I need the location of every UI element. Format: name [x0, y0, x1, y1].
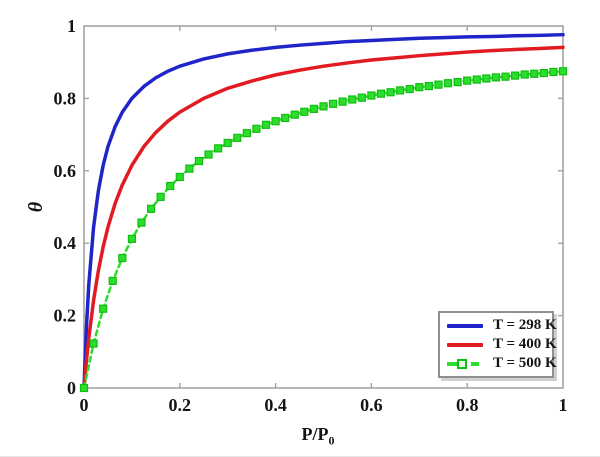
series-marker-square — [386, 88, 395, 97]
y-tick-label: 1 — [67, 16, 76, 36]
legend-label-500k: T = 500 K — [493, 355, 557, 371]
series-marker-square — [252, 124, 261, 133]
red-line-swatch — [447, 342, 483, 347]
series-marker-square — [166, 181, 175, 191]
series-marker-square — [127, 234, 136, 243]
legend-entry-400k: T = 400 K — [447, 335, 557, 354]
green-square-marker-swatch — [457, 358, 467, 369]
series-marker-square — [491, 73, 501, 82]
series-marker-square — [281, 113, 290, 123]
series-marker-square — [233, 133, 242, 142]
legend-sample-solid-red-line — [447, 342, 487, 347]
series-marker-square — [357, 93, 366, 102]
series-marker-square — [194, 156, 204, 166]
series-marker-square — [328, 99, 338, 108]
series-marker-square — [482, 74, 491, 83]
series-marker-square — [271, 117, 280, 126]
series-marker-square — [539, 68, 548, 78]
series-marker-square — [396, 86, 405, 95]
series-marker-square — [261, 120, 271, 129]
series-marker-square — [472, 75, 481, 84]
series-marker-square — [424, 81, 433, 91]
series-marker-square — [89, 339, 98, 348]
y-tick-label: 0.2 — [54, 306, 77, 326]
x-tick-labels: 0 0.2 0.4 0.6 0.8 1 — [80, 395, 568, 415]
series-line-0 — [82, 32, 565, 390]
x-tick-label: 0.2 — [169, 395, 192, 415]
series-marker-square — [108, 276, 117, 285]
y-axis-label: θ — [25, 201, 47, 213]
series-marker-square — [99, 304, 108, 313]
green-dash-swatch — [471, 361, 479, 366]
series-marker-square — [549, 67, 558, 77]
legend-sample-dashed-square-green-line — [447, 358, 487, 369]
series-marker-square — [175, 172, 184, 182]
series-marker-square — [223, 138, 232, 148]
legend-sample-solid-blue-line — [447, 323, 487, 328]
series-marker-square — [319, 102, 328, 111]
series-marker-square — [214, 144, 223, 153]
y-tick-labels: 0 0.2 0.4 0.6 0.8 1 — [54, 16, 77, 398]
y-tick-label: 0.4 — [54, 233, 77, 253]
series-marker-square — [146, 204, 156, 213]
x-tick-label: 0 — [80, 395, 89, 415]
series-marker-square — [405, 84, 414, 94]
series-marker-square — [290, 110, 299, 119]
series-marker-square — [185, 164, 194, 173]
series-marker-square — [530, 69, 539, 78]
series-marker-square — [300, 107, 309, 116]
series-marker-square — [118, 253, 127, 263]
series-marker-square — [242, 129, 251, 138]
legend-label-298k: T = 298 K — [493, 317, 557, 333]
series-marker-square — [511, 71, 520, 80]
legend-label-400k: T = 400 K — [493, 336, 557, 352]
legend-entry-500k: T = 500 K — [447, 354, 557, 373]
x-tick-label: 0.6 — [360, 395, 383, 415]
blue-line-swatch — [447, 323, 483, 328]
x-axis-label-subscript: 0 — [328, 433, 335, 448]
legend-box: T = 298 K T = 400 K T = 500 K — [438, 311, 557, 378]
y-tick-label: 0.6 — [54, 161, 77, 181]
series-marker-square — [501, 72, 510, 81]
series-marker-square — [558, 67, 568, 76]
series-marker-square — [367, 91, 376, 100]
data-series — [79, 32, 568, 393]
x-axis-label-main: P/P — [301, 424, 329, 444]
x-tick-label: 1 — [559, 395, 568, 415]
series-marker-square — [520, 70, 529, 79]
series-marker-square — [137, 218, 146, 227]
series-line-1 — [82, 45, 565, 390]
series-marker-square — [434, 80, 443, 89]
series-marker-square — [79, 383, 89, 393]
series-marker-square — [443, 79, 453, 88]
series-marker-square — [463, 76, 472, 85]
series-marker-square — [204, 150, 213, 159]
series-marker-square — [156, 192, 165, 201]
series-marker-square — [453, 78, 462, 87]
series-marker-square — [376, 89, 386, 98]
series-marker-square — [415, 83, 424, 92]
plot-border — [83, 25, 564, 389]
x-axis-label: P/P0 — [248, 424, 388, 449]
legend-entry-298k: T = 298 K — [447, 316, 557, 335]
x-tick-label: 0.8 — [456, 395, 479, 415]
series-marker-square — [309, 104, 319, 113]
series-marker-square — [348, 95, 357, 104]
series-marker-square — [338, 97, 347, 106]
y-tick-label: 0 — [67, 378, 76, 398]
green-dash-swatch — [447, 361, 459, 366]
y-tick-label: 0.8 — [54, 88, 77, 108]
x-tick-label: 0.4 — [264, 395, 287, 415]
